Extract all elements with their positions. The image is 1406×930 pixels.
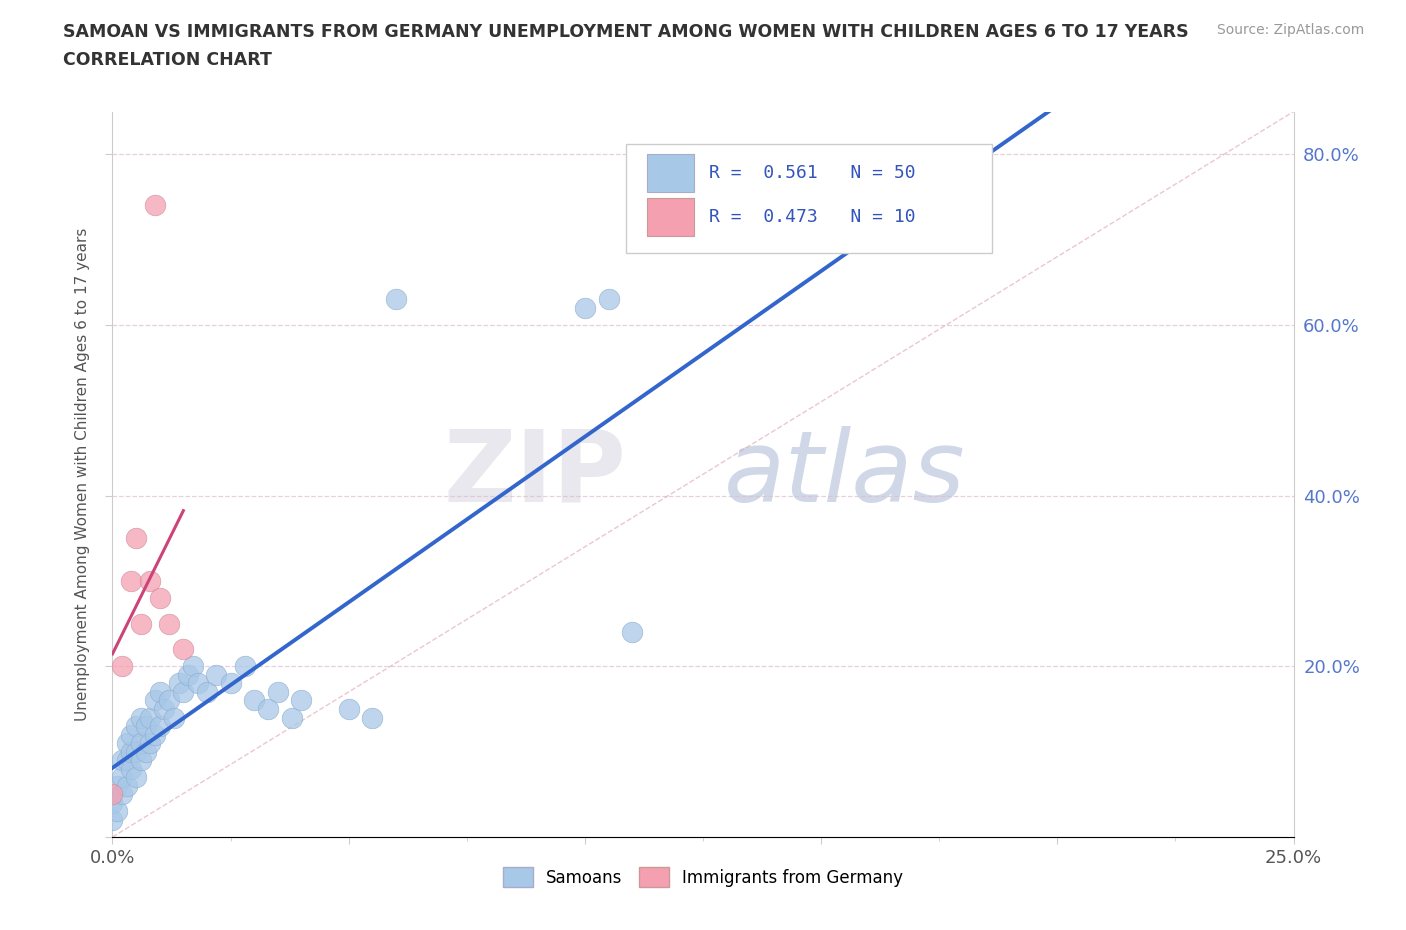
Point <box>153 701 176 716</box>
Point <box>111 787 134 802</box>
Point <box>129 736 152 751</box>
Point <box>385 292 408 307</box>
Point <box>219 676 242 691</box>
Point <box>101 813 124 828</box>
Point <box>101 795 124 810</box>
FancyBboxPatch shape <box>648 198 693 235</box>
Point <box>181 658 204 673</box>
Text: ZIP: ZIP <box>443 426 626 523</box>
Point <box>129 617 152 631</box>
FancyBboxPatch shape <box>648 154 693 193</box>
Point <box>186 676 208 691</box>
Legend: Samoans, Immigrants from Germany: Samoans, Immigrants from Germany <box>496 860 910 894</box>
Point <box>129 711 152 725</box>
Point <box>172 684 194 699</box>
Point <box>120 762 142 777</box>
Text: R =  0.561   N = 50: R = 0.561 N = 50 <box>709 165 915 182</box>
Point <box>143 727 166 742</box>
Point <box>139 711 162 725</box>
Point <box>120 727 142 742</box>
Point <box>361 711 384 725</box>
Point <box>177 668 200 683</box>
Point <box>621 625 644 640</box>
Point <box>129 752 152 767</box>
FancyBboxPatch shape <box>626 144 993 253</box>
Point <box>195 684 218 699</box>
Y-axis label: Unemployment Among Women with Children Ages 6 to 17 years: Unemployment Among Women with Children A… <box>75 228 90 721</box>
Point <box>125 744 148 759</box>
Point <box>120 574 142 589</box>
Point <box>149 719 172 734</box>
Point <box>172 642 194 657</box>
Text: CORRELATION CHART: CORRELATION CHART <box>63 51 273 69</box>
Point <box>101 787 124 802</box>
Point <box>105 778 128 793</box>
Point <box>143 198 166 213</box>
Point <box>115 736 138 751</box>
Point <box>135 719 157 734</box>
Point <box>205 668 228 683</box>
Point <box>139 574 162 589</box>
Text: R =  0.473   N = 10: R = 0.473 N = 10 <box>709 207 915 226</box>
Text: SAMOAN VS IMMIGRANTS FROM GERMANY UNEMPLOYMENT AMONG WOMEN WITH CHILDREN AGES 6 : SAMOAN VS IMMIGRANTS FROM GERMANY UNEMPL… <box>63 23 1189 41</box>
Point <box>257 701 280 716</box>
Point <box>157 617 180 631</box>
Point <box>149 684 172 699</box>
Point <box>111 658 134 673</box>
Point <box>598 292 620 307</box>
Point <box>163 711 186 725</box>
Text: Source: ZipAtlas.com: Source: ZipAtlas.com <box>1216 23 1364 37</box>
Point <box>111 752 134 767</box>
Point <box>149 591 172 605</box>
Point <box>125 719 148 734</box>
Point <box>105 804 128 818</box>
Point <box>233 658 256 673</box>
Point <box>574 300 596 315</box>
Point <box>290 693 312 708</box>
Point <box>337 701 360 716</box>
Point <box>143 693 166 708</box>
Point <box>281 711 304 725</box>
Point <box>125 770 148 785</box>
Point <box>267 684 290 699</box>
Point <box>157 693 180 708</box>
Point <box>167 676 190 691</box>
Point <box>125 531 148 546</box>
Point <box>243 693 266 708</box>
Point <box>120 744 142 759</box>
Point <box>115 752 138 767</box>
Point <box>139 736 162 751</box>
Point <box>111 770 134 785</box>
Text: atlas: atlas <box>724 426 966 523</box>
Point <box>115 778 138 793</box>
Point <box>135 744 157 759</box>
